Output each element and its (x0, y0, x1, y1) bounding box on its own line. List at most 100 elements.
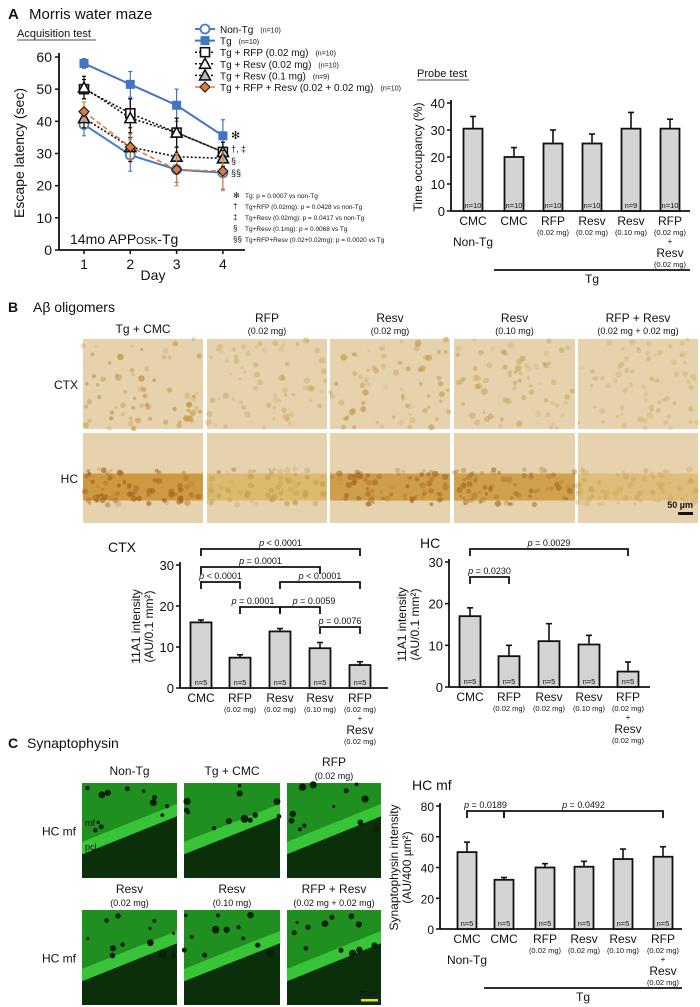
stained-cell (109, 410, 115, 415)
stained-cell (472, 337, 476, 342)
stained-cell (289, 411, 295, 418)
stained-cell (542, 361, 547, 366)
stained-cell (302, 492, 308, 499)
stained-cell (506, 476, 513, 483)
stained-cell (624, 367, 630, 374)
stained-cell (576, 488, 583, 495)
stained-cell (224, 358, 230, 364)
dark-spot (183, 913, 188, 918)
dark-spot (115, 913, 121, 919)
stained-cell (667, 495, 674, 502)
stained-cell (108, 468, 113, 473)
circle-open-marker (199, 23, 211, 35)
stained-cell (407, 424, 413, 430)
stained-cell (488, 487, 493, 493)
stained-cell (141, 387, 147, 392)
dark-spot (181, 947, 187, 953)
stained-cell (545, 473, 552, 480)
stained-cell (340, 354, 348, 361)
stained-cell (689, 499, 697, 507)
category-label: RFP (541, 214, 565, 228)
stained-cell (209, 501, 214, 505)
stained-cell (109, 416, 114, 421)
stained-cell (627, 485, 631, 489)
category-label: RFP (651, 932, 675, 946)
x-tick-label: 3 (173, 256, 181, 272)
bar (456, 851, 478, 930)
row-label: HC mf (42, 952, 77, 966)
p-value-label: p < 0.0001 (198, 571, 242, 581)
stained-cell (442, 473, 449, 481)
significance-bracket (503, 810, 664, 818)
stained-cell (272, 416, 276, 421)
stained-cell (473, 477, 478, 483)
stained-cell (362, 389, 369, 396)
legend-n: (n=9) (313, 74, 330, 81)
category-label: Resv (266, 691, 293, 705)
stained-cell (172, 406, 177, 412)
stained-cell (677, 485, 683, 491)
square-filled-marker (218, 131, 228, 141)
y-tick-label: 30 (429, 555, 443, 570)
stained-cell (188, 492, 193, 496)
stained-cell (307, 385, 314, 392)
stained-cell (460, 376, 466, 383)
column-header: Resv (376, 311, 403, 325)
stained-cell (580, 365, 585, 370)
stained-cell (269, 496, 276, 503)
stained-cell (265, 492, 271, 498)
group-label-non-tg: Non-Tg (447, 953, 487, 967)
stained-cell (582, 469, 589, 476)
stained-cell (257, 379, 263, 386)
stained-cell (528, 494, 533, 499)
legend-label: Tg + Resv (0.02 mg) (220, 60, 311, 71)
stained-cell (241, 344, 247, 350)
stained-cell (262, 348, 267, 353)
dark-spot (141, 789, 146, 793)
stained-cell (217, 483, 221, 488)
y-tick-label: 60 (421, 831, 435, 845)
y-tick-label: 80 (421, 800, 435, 814)
stained-cell (460, 482, 467, 489)
stained-cell (188, 492, 195, 499)
stained-cell (661, 482, 666, 487)
stained-cell (100, 467, 107, 474)
stained-cell (516, 420, 523, 428)
stained-cell (414, 477, 420, 482)
dark-spot (309, 781, 317, 789)
stained-cell (688, 406, 694, 412)
stained-cell (622, 494, 629, 501)
dark-spot (329, 914, 335, 920)
stained-cell (628, 481, 634, 487)
stained-cell (280, 342, 286, 348)
stained-cell (414, 339, 422, 347)
stained-cell (84, 473, 89, 479)
category-dose: (0.02 mg) (537, 228, 570, 237)
dark-spot (104, 789, 111, 796)
stained-cell (461, 484, 467, 490)
micrograph-hc-1 (206, 433, 327, 523)
stained-cell (468, 497, 475, 504)
stained-cell (575, 499, 581, 505)
y-tick-label: 10 (160, 640, 174, 655)
square-filled-marker (79, 58, 89, 68)
stained-cell (122, 479, 127, 484)
stained-cell (337, 477, 342, 482)
stained-cell (181, 470, 186, 475)
stained-cell (184, 392, 191, 400)
stained-cell (612, 490, 619, 497)
stained-cell (422, 407, 428, 414)
stained-cell (336, 470, 343, 477)
dark-spot (343, 788, 349, 794)
stained-cell (206, 410, 213, 418)
stained-cell (278, 491, 284, 496)
stained-cell (422, 492, 426, 497)
stained-cell (284, 500, 290, 507)
stained-cell (634, 494, 640, 501)
category-label: Resv (649, 964, 676, 978)
stained-cell (272, 468, 276, 472)
micrograph-hc-0 (81, 433, 203, 523)
stained-cell (437, 492, 443, 497)
dark-spot (247, 911, 254, 919)
stained-cell (369, 488, 375, 494)
